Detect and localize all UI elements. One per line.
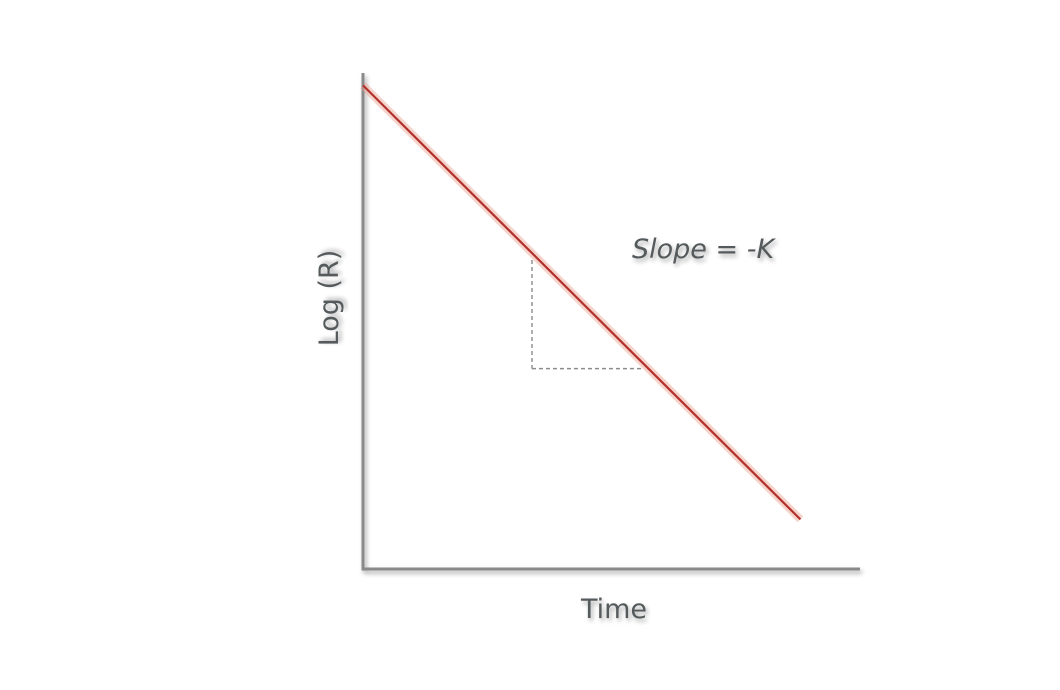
x-axis-title: Time: [580, 594, 647, 625]
slope-annotation: Slope = -K: [632, 234, 776, 265]
slope-guide: [531, 259, 642, 370]
series-line: [362, 84, 802, 521]
series-layer: [360, 82, 804, 523]
y-axis-title: Log (R): [314, 250, 345, 347]
axes: [361, 73, 860, 571]
